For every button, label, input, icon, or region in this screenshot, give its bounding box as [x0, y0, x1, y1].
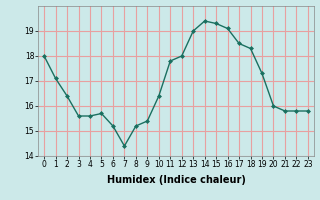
X-axis label: Humidex (Indice chaleur): Humidex (Indice chaleur) [107, 175, 245, 185]
